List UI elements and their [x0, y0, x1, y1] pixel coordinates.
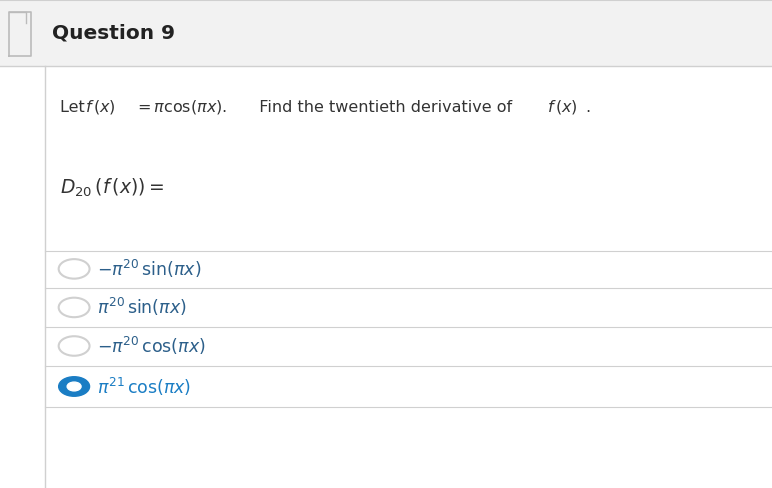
Text: $= \pi\cos(\pi x).$: $= \pi\cos(\pi x).$ — [134, 99, 227, 116]
Text: $D_{20}\,(f\,(x)) =$: $D_{20}\,(f\,(x)) =$ — [60, 177, 164, 199]
Bar — [0, 66, 772, 488]
Circle shape — [59, 377, 90, 396]
Bar — [0, 0, 772, 66]
Circle shape — [59, 336, 90, 356]
Text: $f\,(x)$: $f\,(x)$ — [85, 99, 116, 116]
Circle shape — [67, 382, 81, 391]
Text: Find the twentieth derivative of: Find the twentieth derivative of — [249, 100, 517, 115]
Text: $f\,(x)$: $f\,(x)$ — [547, 99, 577, 116]
Circle shape — [59, 298, 90, 317]
Text: $\pi^{21}\,\cos(\pi x)$: $\pi^{21}\,\cos(\pi x)$ — [97, 375, 191, 398]
Circle shape — [59, 259, 90, 279]
Text: $-\pi^{20}\,\cos(\pi x)$: $-\pi^{20}\,\cos(\pi x)$ — [97, 335, 206, 357]
Text: Let: Let — [60, 100, 90, 115]
Text: $\pi^{20}\,\sin(\pi x)$: $\pi^{20}\,\sin(\pi x)$ — [97, 296, 187, 319]
Text: .: . — [585, 100, 591, 115]
Text: $-\pi^{20}\,\sin(\pi x)$: $-\pi^{20}\,\sin(\pi x)$ — [97, 258, 201, 280]
Text: Question 9: Question 9 — [52, 23, 175, 42]
